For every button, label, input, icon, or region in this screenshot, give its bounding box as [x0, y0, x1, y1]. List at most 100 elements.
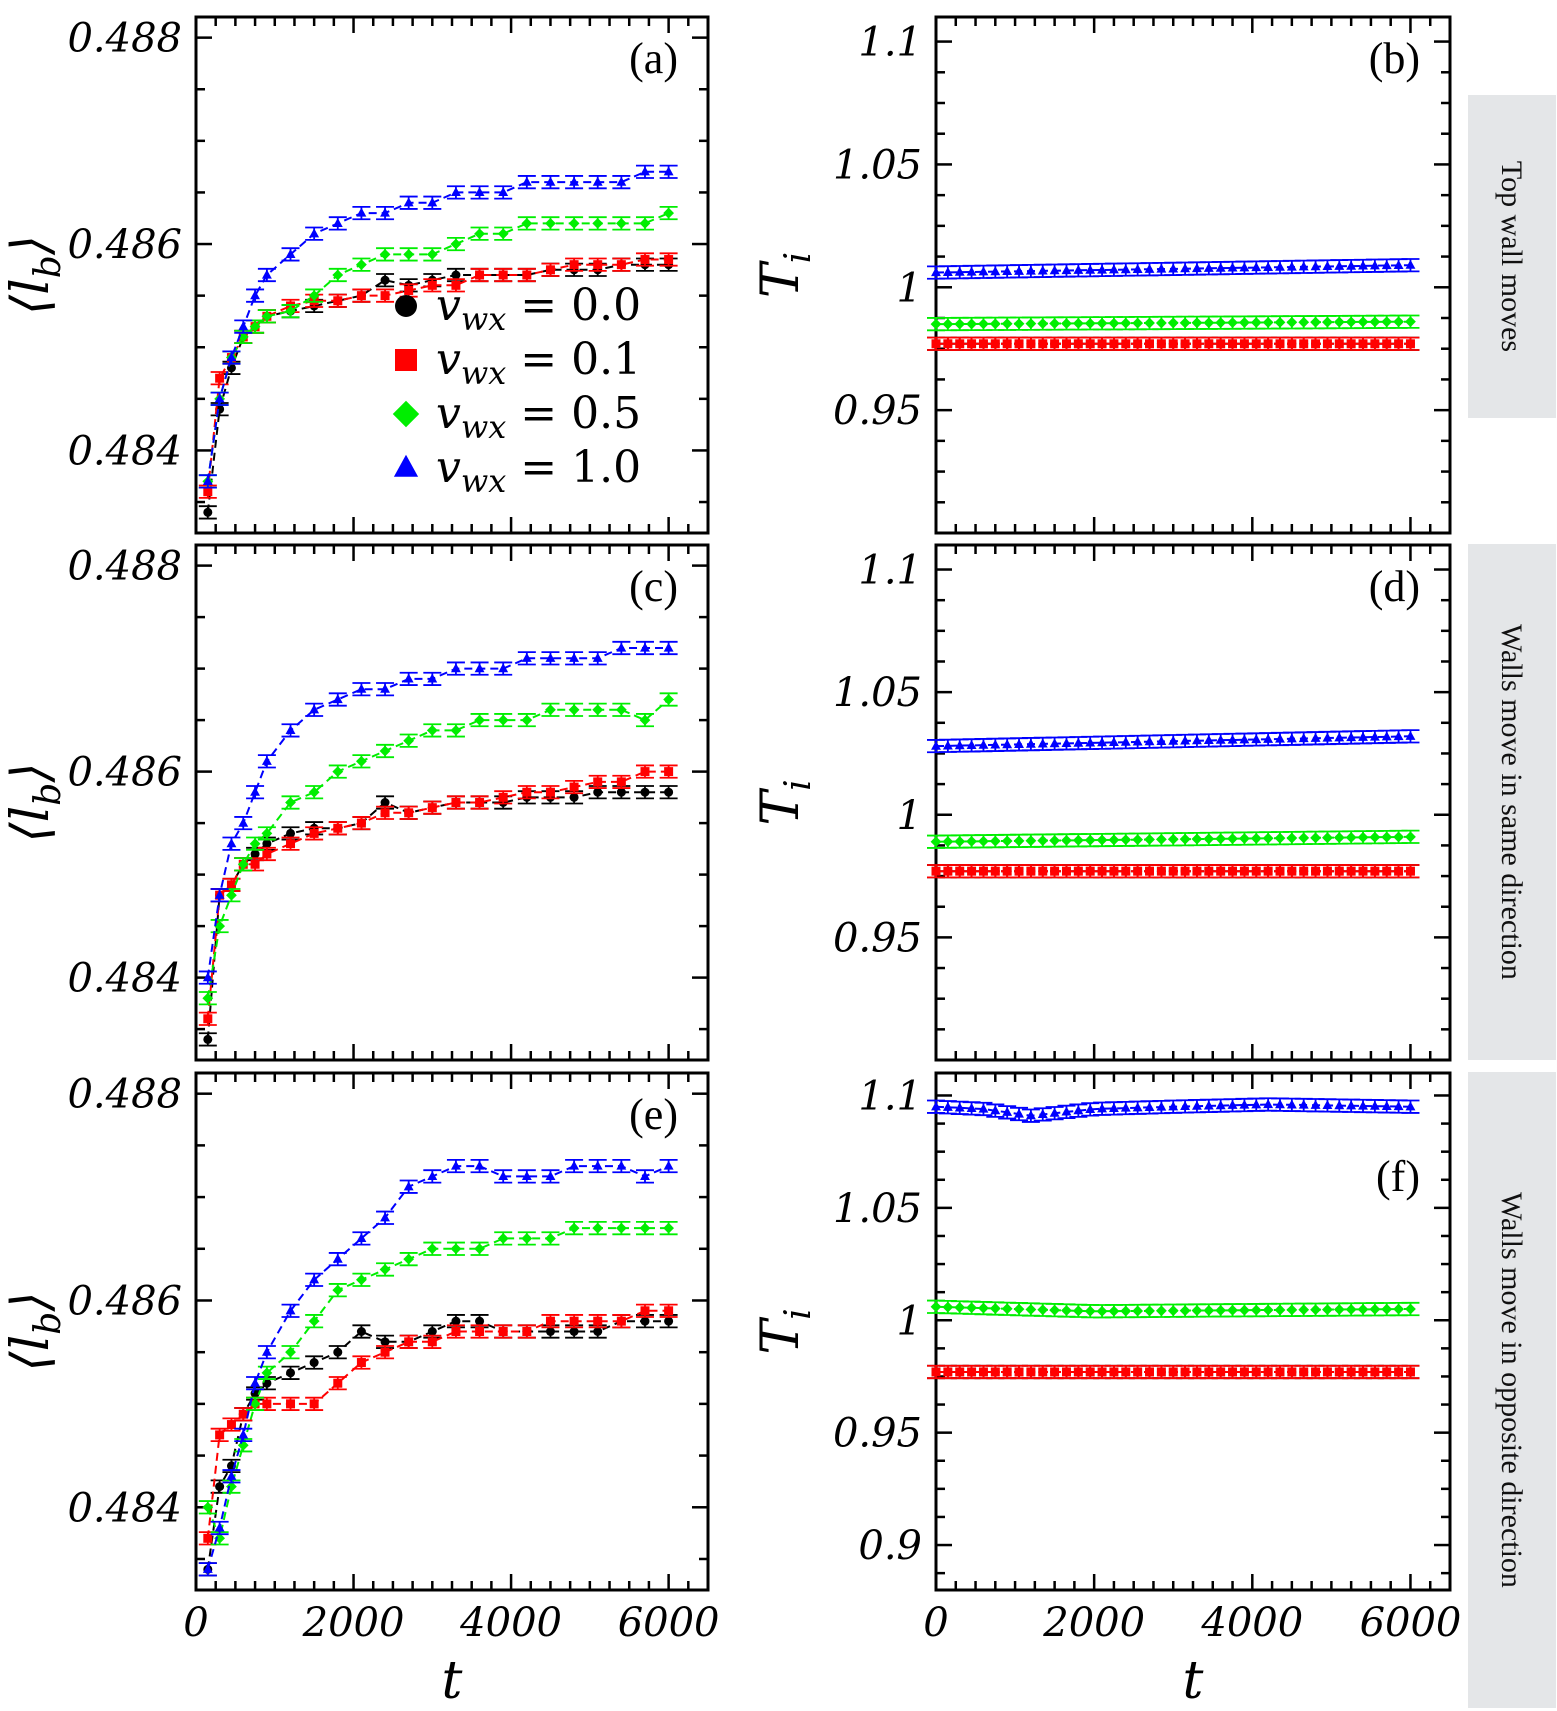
- y-tick-label: 0.486: [67, 1278, 182, 1324]
- data-point: [990, 1367, 1000, 1377]
- data-point: [262, 849, 272, 859]
- data-point: [1144, 317, 1155, 329]
- x-tick-label: 6000: [618, 1600, 720, 1646]
- row-label-box: [1468, 544, 1556, 1060]
- data-point: [1322, 832, 1333, 844]
- data-point: [1405, 316, 1416, 328]
- data-point: [522, 787, 532, 797]
- x-tick-label: 0: [923, 1600, 948, 1646]
- data-point: [1298, 832, 1310, 844]
- y-tick-label: 1.05: [833, 670, 922, 716]
- data-point: [450, 1243, 462, 1255]
- data-point: [1014, 265, 1024, 275]
- data-point: [427, 1337, 437, 1347]
- data-point: [356, 1274, 367, 1286]
- legend-label: vwx = 0.5: [436, 388, 641, 446]
- data-point: [1132, 736, 1143, 746]
- data-point: [356, 1233, 367, 1243]
- data-point: [1322, 732, 1333, 742]
- data-point: [1263, 733, 1274, 743]
- data-point: [356, 683, 367, 693]
- data-point: [545, 1327, 555, 1336]
- data-point: [474, 663, 485, 673]
- data-point: [1097, 339, 1107, 349]
- data-point: [1132, 1102, 1143, 1112]
- legend-label: vwx = 0.0: [436, 280, 641, 338]
- data-point: [664, 787, 674, 797]
- data-point: [237, 331, 249, 343]
- data-point: [474, 714, 485, 726]
- row-label-1: Top wall moves: [1468, 95, 1556, 418]
- data-point: [1369, 831, 1381, 843]
- data-point: [593, 1316, 603, 1326]
- row-label-2: Walls move in same direction: [1468, 544, 1556, 1060]
- data-point: [261, 310, 273, 322]
- data-point: [1108, 264, 1119, 274]
- data-point: [545, 1171, 556, 1180]
- data-point: [1038, 339, 1048, 349]
- data-point: [1203, 262, 1214, 272]
- data-point: [931, 866, 941, 876]
- data-point: [308, 1315, 320, 1327]
- data-point: [498, 270, 508, 280]
- data-point: [226, 1420, 236, 1430]
- data-point: [966, 739, 977, 749]
- data-point: [990, 339, 1000, 349]
- data-point: [1381, 316, 1393, 328]
- data-point: [1263, 866, 1273, 876]
- data-point: [1073, 1105, 1084, 1115]
- row-label-3: Walls move in opposite direction: [1468, 1072, 1556, 1708]
- data-point: [966, 1103, 977, 1113]
- data-point: [592, 1160, 603, 1170]
- data-point: [1191, 1305, 1203, 1316]
- data-point: [379, 248, 391, 260]
- data-point: [356, 291, 366, 301]
- data-point: [1085, 339, 1095, 349]
- data-point: [942, 318, 954, 330]
- data-point: [978, 266, 989, 276]
- data-point: [1251, 262, 1262, 272]
- data-point: [285, 248, 296, 258]
- data-point: [498, 1171, 509, 1180]
- data-point: [475, 270, 485, 280]
- data-point: [1275, 866, 1285, 876]
- data-point: [1192, 263, 1202, 273]
- data-point: [1120, 264, 1131, 274]
- data-point: [966, 318, 977, 330]
- data-point: [1085, 866, 1095, 876]
- data-point: [615, 1222, 627, 1234]
- y-tick-label: 0.9: [858, 1523, 922, 1569]
- data-point: [1298, 316, 1310, 328]
- series-line: [206, 1227, 669, 1542]
- data-point: [1050, 866, 1060, 876]
- data-point: [1061, 834, 1072, 846]
- data-point: [1049, 1107, 1060, 1117]
- data-point: [1286, 1099, 1297, 1109]
- data-point: [1250, 1304, 1262, 1316]
- panel-f: 0.9 0.95 1 1.05 1.1 0 2000 4000 6000 Ti t (f): [751, 1071, 1461, 1711]
- data-point: [214, 393, 225, 403]
- data-point: [967, 866, 977, 876]
- data-point: [1072, 318, 1084, 329]
- plot-frame: [934, 1071, 1452, 1592]
- data-point: [450, 187, 461, 197]
- data-point: [380, 207, 390, 217]
- data-point: [616, 642, 627, 652]
- x-tick-label: 4000: [1200, 1600, 1303, 1646]
- data-point: [1145, 339, 1155, 349]
- data-point: [450, 725, 462, 736]
- data-point: [1191, 317, 1203, 329]
- data-point: [664, 1316, 674, 1326]
- data-point: [1382, 1367, 1392, 1377]
- row-label-text: Walls move in same direction: [1495, 624, 1528, 980]
- data-point: [1322, 1367, 1332, 1377]
- data-point: [1203, 1305, 1215, 1316]
- data-point: [1405, 259, 1416, 269]
- y-axis-label: ⟨lb⟩: [1, 235, 69, 315]
- data-point: [427, 803, 437, 813]
- panel-label: (d): [1369, 562, 1420, 611]
- data-point: [615, 704, 627, 716]
- data-point: [569, 782, 579, 792]
- data-point: [978, 1367, 988, 1377]
- data-point: [1405, 1303, 1416, 1315]
